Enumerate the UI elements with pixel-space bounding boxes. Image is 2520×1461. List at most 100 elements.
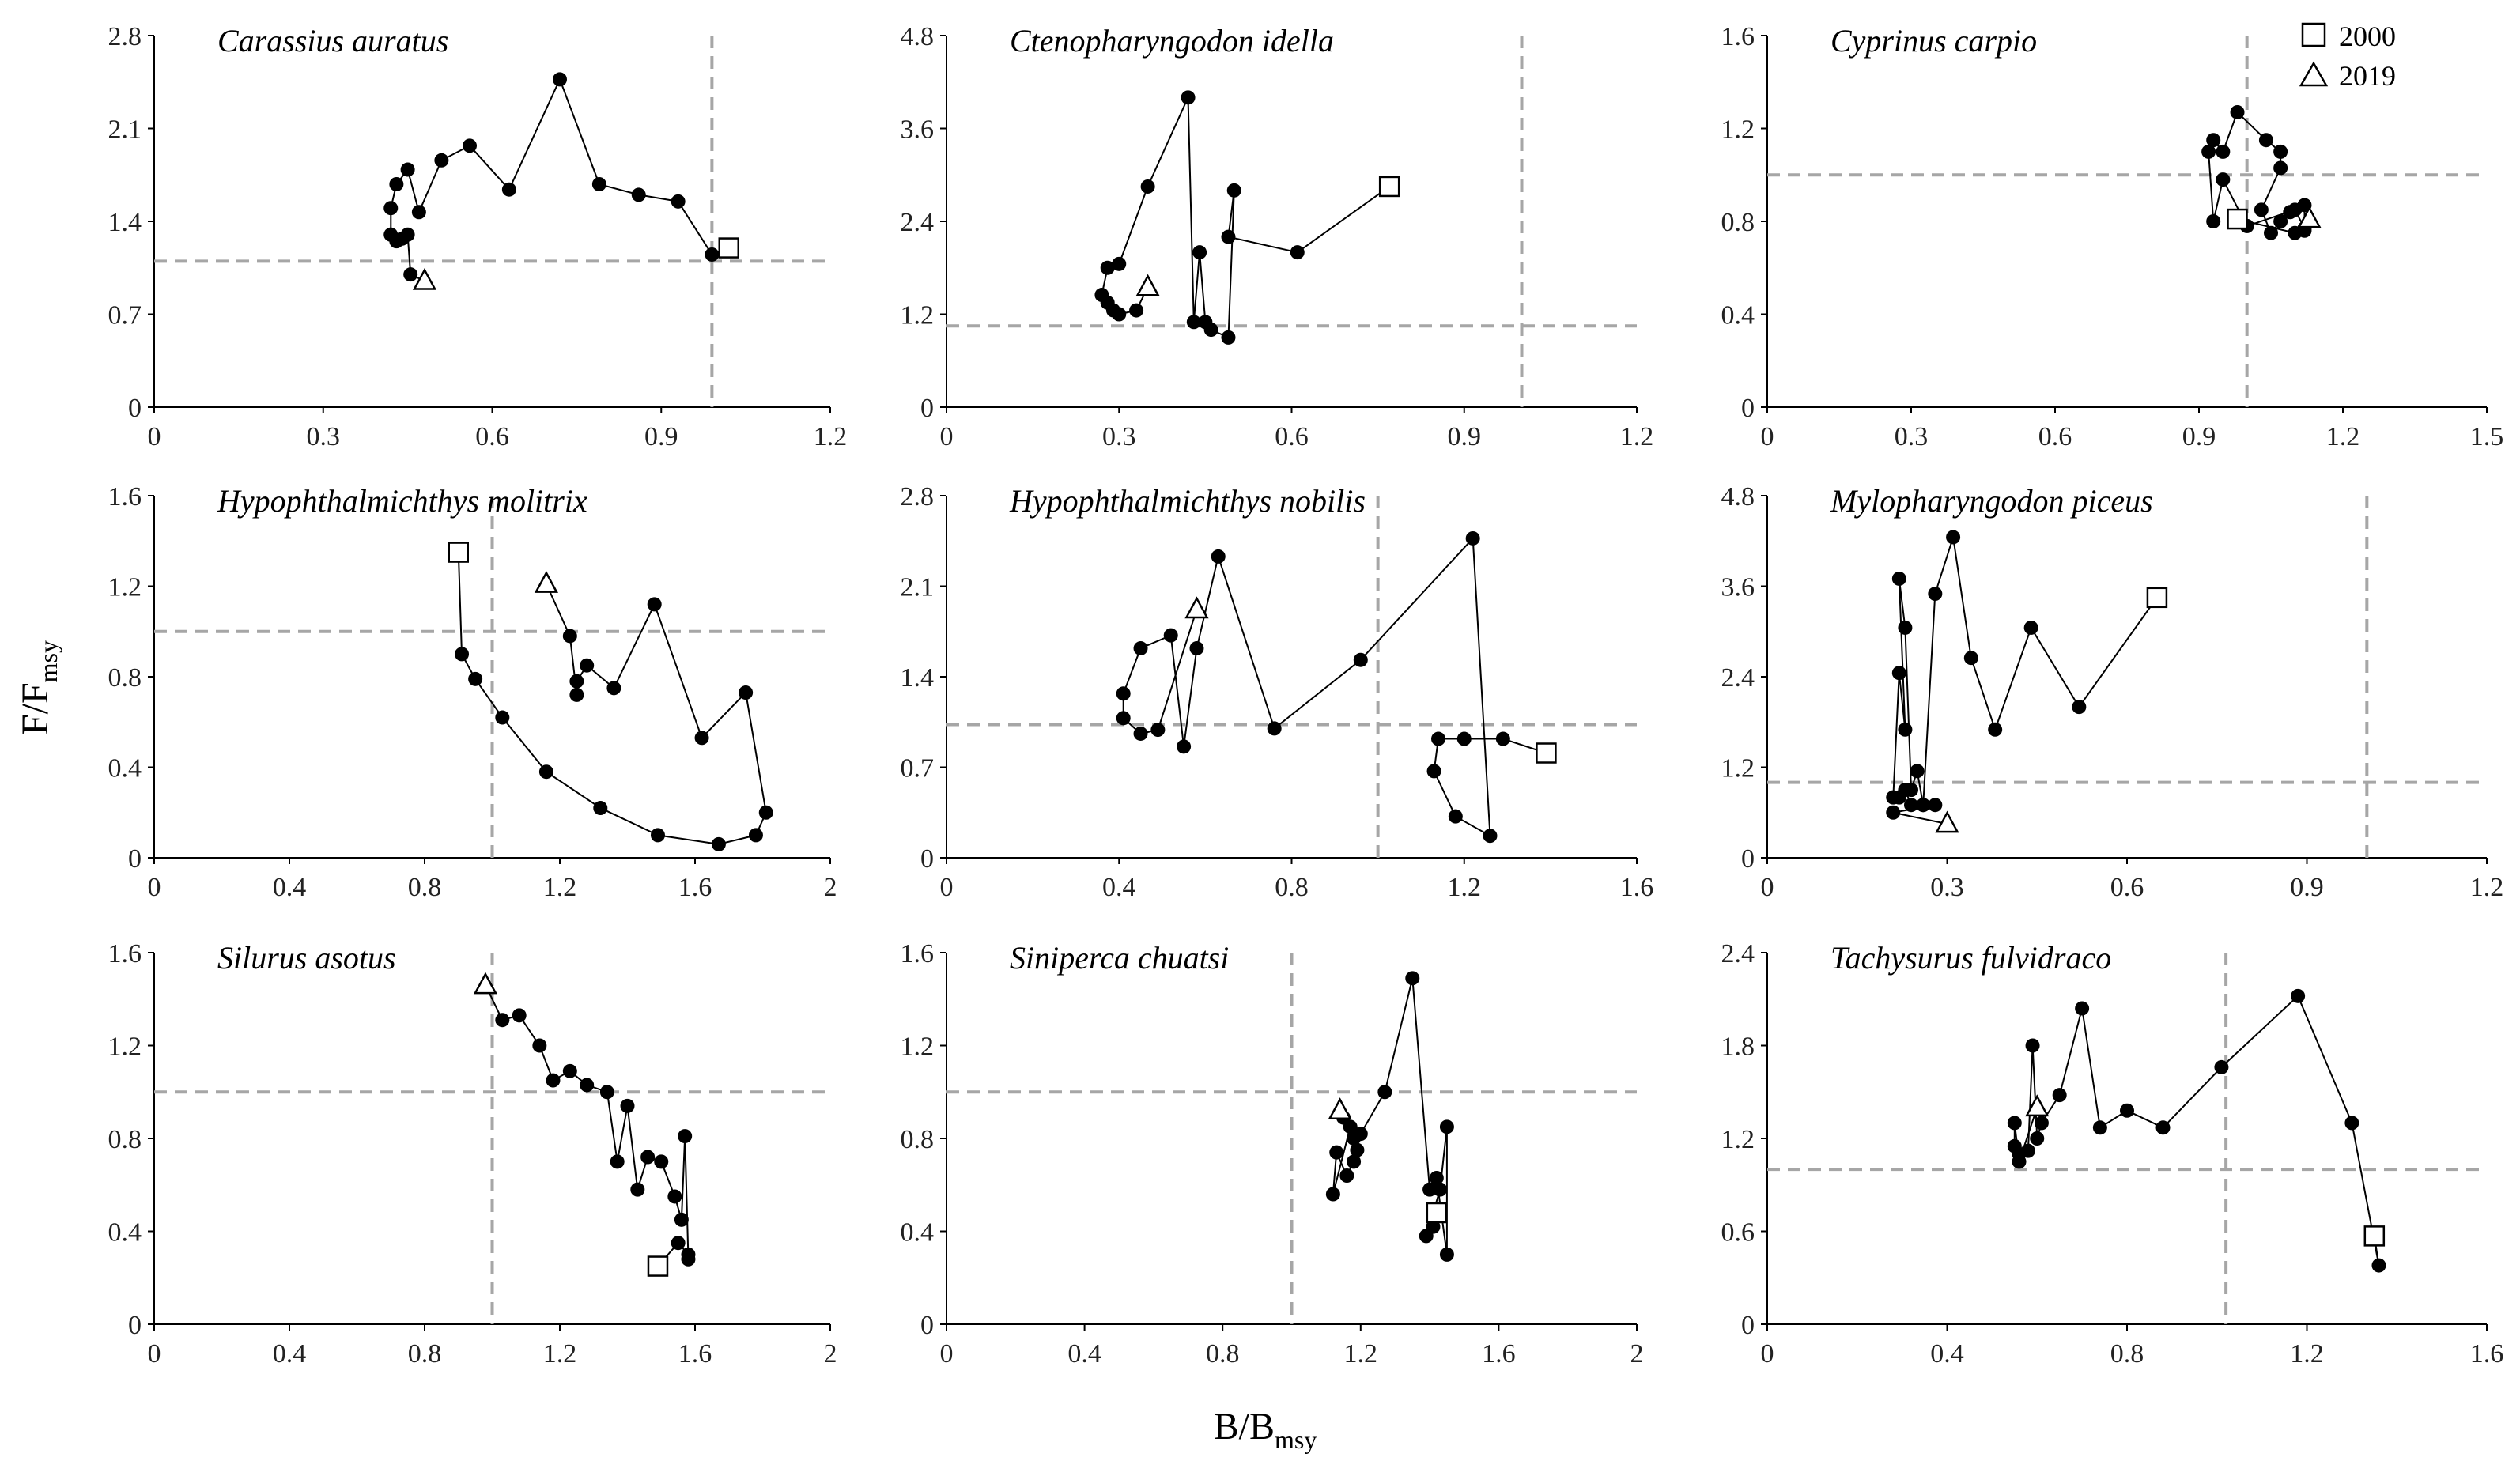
- x-tick-label: 0: [148, 422, 161, 451]
- start-marker-2000: [2363, 1225, 2386, 1247]
- panel-2: 0 1.2 2.4 3.6 4.8 0 0.3 0.6 0.9 1.2 Ctenopharyngod…: [901, 22, 1654, 451]
- x-tick-label: 1.6: [2470, 1339, 2504, 1369]
- data-point: [1419, 1229, 1434, 1244]
- x-tick-label: 0: [1761, 422, 1774, 451]
- data-point: [2201, 144, 2216, 159]
- x-tick-label: 0: [148, 1339, 161, 1369]
- data-point: [495, 1013, 510, 1028]
- data-point: [1898, 783, 1913, 798]
- data-point: [758, 805, 773, 820]
- x-tick-label: 2: [824, 873, 837, 902]
- x-tick-label: 0.6: [2038, 422, 2072, 451]
- y-tick-label: 0.8: [108, 1125, 142, 1154]
- x-tick-label: 1.2: [1344, 1339, 1378, 1369]
- data-point: [580, 658, 595, 673]
- y-tick-label: 0: [1741, 394, 1755, 423]
- y-tick-label: 0.4: [108, 754, 142, 783]
- data-point: [1928, 587, 1943, 602]
- y-tick-label: 2.1: [108, 115, 142, 145]
- data-point: [2023, 620, 2038, 635]
- end-marker-2019: [2297, 206, 2322, 228]
- panel-title: Hypophthalmichthys molitrix: [217, 483, 587, 519]
- y-tick-label: 2.4: [1721, 663, 1755, 693]
- y-tick-label: 1.6: [901, 939, 935, 968]
- panel-title: Silurus asotus: [217, 940, 396, 976]
- x-tick-label: 0: [148, 873, 161, 902]
- data-point: [671, 1236, 686, 1251]
- x-tick-label: 1.6: [1620, 873, 1654, 902]
- data-point: [1431, 731, 1446, 746]
- data-point: [2291, 988, 2306, 1003]
- y-tick-label: 2.4: [1721, 939, 1755, 968]
- x-tick-label: 0.3: [1930, 873, 1964, 902]
- data-point: [2007, 1116, 2022, 1131]
- x-tick-label: 0.4: [273, 873, 307, 902]
- data-point: [495, 710, 510, 725]
- trajectory-line: [390, 77, 730, 282]
- x-tick-label: 0.3: [1895, 422, 1929, 451]
- data-point: [1347, 1154, 1362, 1169]
- y-tick-label: 1.4: [108, 208, 142, 237]
- data-point: [1456, 731, 1472, 746]
- data-point: [2254, 202, 2269, 217]
- data-point: [383, 201, 399, 216]
- data-point: [1429, 1170, 1444, 1185]
- x-tick-label: 0: [940, 1339, 954, 1369]
- data-point: [1353, 652, 1368, 667]
- data-point: [1347, 1131, 1362, 1146]
- data-point: [2344, 1116, 2359, 1131]
- data-point: [2052, 1088, 2067, 1103]
- data-point: [1433, 1182, 1448, 1197]
- x-tick-label: 1.2: [543, 1339, 577, 1369]
- data-point: [1181, 90, 1196, 105]
- y-axis-label-main: F/F: [14, 682, 56, 735]
- data-point: [2092, 1120, 2107, 1135]
- panel-title: Ctenopharyngodon idella: [1010, 23, 1334, 59]
- x-tick-label: 0.8: [408, 1339, 442, 1369]
- data-point: [1163, 628, 1178, 643]
- data-point: [389, 177, 404, 191]
- data-point: [403, 267, 418, 282]
- y-tick-label: 1.2: [108, 1033, 142, 1062]
- data-point: [599, 1085, 614, 1100]
- y-tick-label: 1.4: [901, 663, 935, 693]
- data-point: [2007, 1138, 2022, 1153]
- data-point: [553, 72, 567, 87]
- x-tick-label: 0.9: [1448, 422, 1482, 451]
- data-point: [1426, 764, 1441, 779]
- data-point: [678, 1129, 693, 1144]
- panel-title: Cyprinus carpio: [1830, 23, 2037, 59]
- data-point: [1116, 686, 1131, 701]
- data-point: [1221, 229, 1236, 244]
- data-point: [2264, 225, 2278, 240]
- x-tick-label: 0: [1761, 1339, 1774, 1369]
- start-marker-2000: [647, 1255, 669, 1277]
- data-point: [2206, 133, 2221, 148]
- trajectory-line: [2013, 995, 2380, 1266]
- data-point: [748, 828, 763, 843]
- y-tick-label: 1.6: [108, 482, 142, 512]
- data-point: [674, 1212, 689, 1227]
- y-tick-label: 0.8: [108, 663, 142, 693]
- x-tick-label: 1.2: [543, 873, 577, 902]
- data-point: [681, 1251, 696, 1267]
- data-point: [1377, 1085, 1392, 1100]
- data-point: [1946, 530, 1961, 545]
- x-tick-label: 0.8: [408, 873, 442, 902]
- start-marker-2000: [2146, 587, 2168, 609]
- data-point: [640, 1150, 656, 1165]
- data-point: [562, 1063, 577, 1078]
- panel-title: Mylopharyngodon piceus: [1830, 483, 2153, 519]
- data-point: [1177, 739, 1192, 754]
- panel-9: 0 0.6 1.2 1.8 2.4 0 0.4 0.8 1.2 1.6 Tachysurus ful…: [1721, 939, 2504, 1369]
- end-marker-2019: [1935, 810, 1959, 833]
- panel-3: 0 0.4 0.8 1.2 1.6 0 0.3 0.6 0.9 1.2 1.5 Cyprinus ca…: [1721, 22, 2504, 451]
- y-tick-label: 1.8: [1721, 1033, 1755, 1062]
- x-axis-label: B/Bmsy: [1214, 1406, 1317, 1454]
- x-tick-label: 0.4: [1102, 873, 1136, 902]
- data-point: [1465, 530, 1480, 546]
- end-marker-2019: [412, 267, 437, 290]
- y-tick-label: 0.6: [1721, 1218, 1755, 1248]
- end-marker-2019: [2025, 1094, 2050, 1117]
- data-point: [1133, 726, 1148, 741]
